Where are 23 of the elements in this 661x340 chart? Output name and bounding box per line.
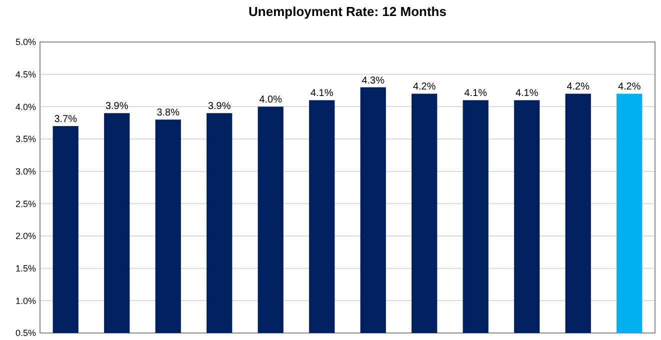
data-label: 3.8% (156, 108, 180, 119)
y-tick-label: 5.0% (15, 37, 36, 48)
y-tick-label: 2.5% (15, 198, 36, 209)
y-tick-label: 2.0% (15, 231, 36, 242)
y-tick-label: 1.5% (15, 263, 36, 274)
data-label: 4.1% (464, 88, 488, 100)
y-tick-label: 3.0% (15, 166, 36, 176)
y-tick-label: 4.5% (15, 69, 36, 80)
data-label: 4.2% (618, 82, 641, 93)
data-label: 3.9% (105, 101, 128, 112)
y-tick-label: 4.0% (15, 102, 36, 112)
data-label: 3.9% (208, 101, 231, 112)
data-label: 4.1% (310, 88, 334, 100)
y-tick-label: 3.5% (15, 134, 36, 144)
y-tick-label: 1.0% (15, 296, 36, 306)
y-tick-label: 0.5% (15, 328, 36, 338)
data-label: 4.0% (259, 94, 282, 106)
data-label: 3.7% (54, 114, 78, 126)
data-label: 4.1% (515, 88, 538, 100)
chart-title: Unemployment Rate: 12 Months (248, 4, 446, 19)
data-label: 4.2% (412, 82, 436, 93)
data-label: 4.3% (362, 75, 385, 86)
data-label: 4.2% (566, 82, 590, 93)
